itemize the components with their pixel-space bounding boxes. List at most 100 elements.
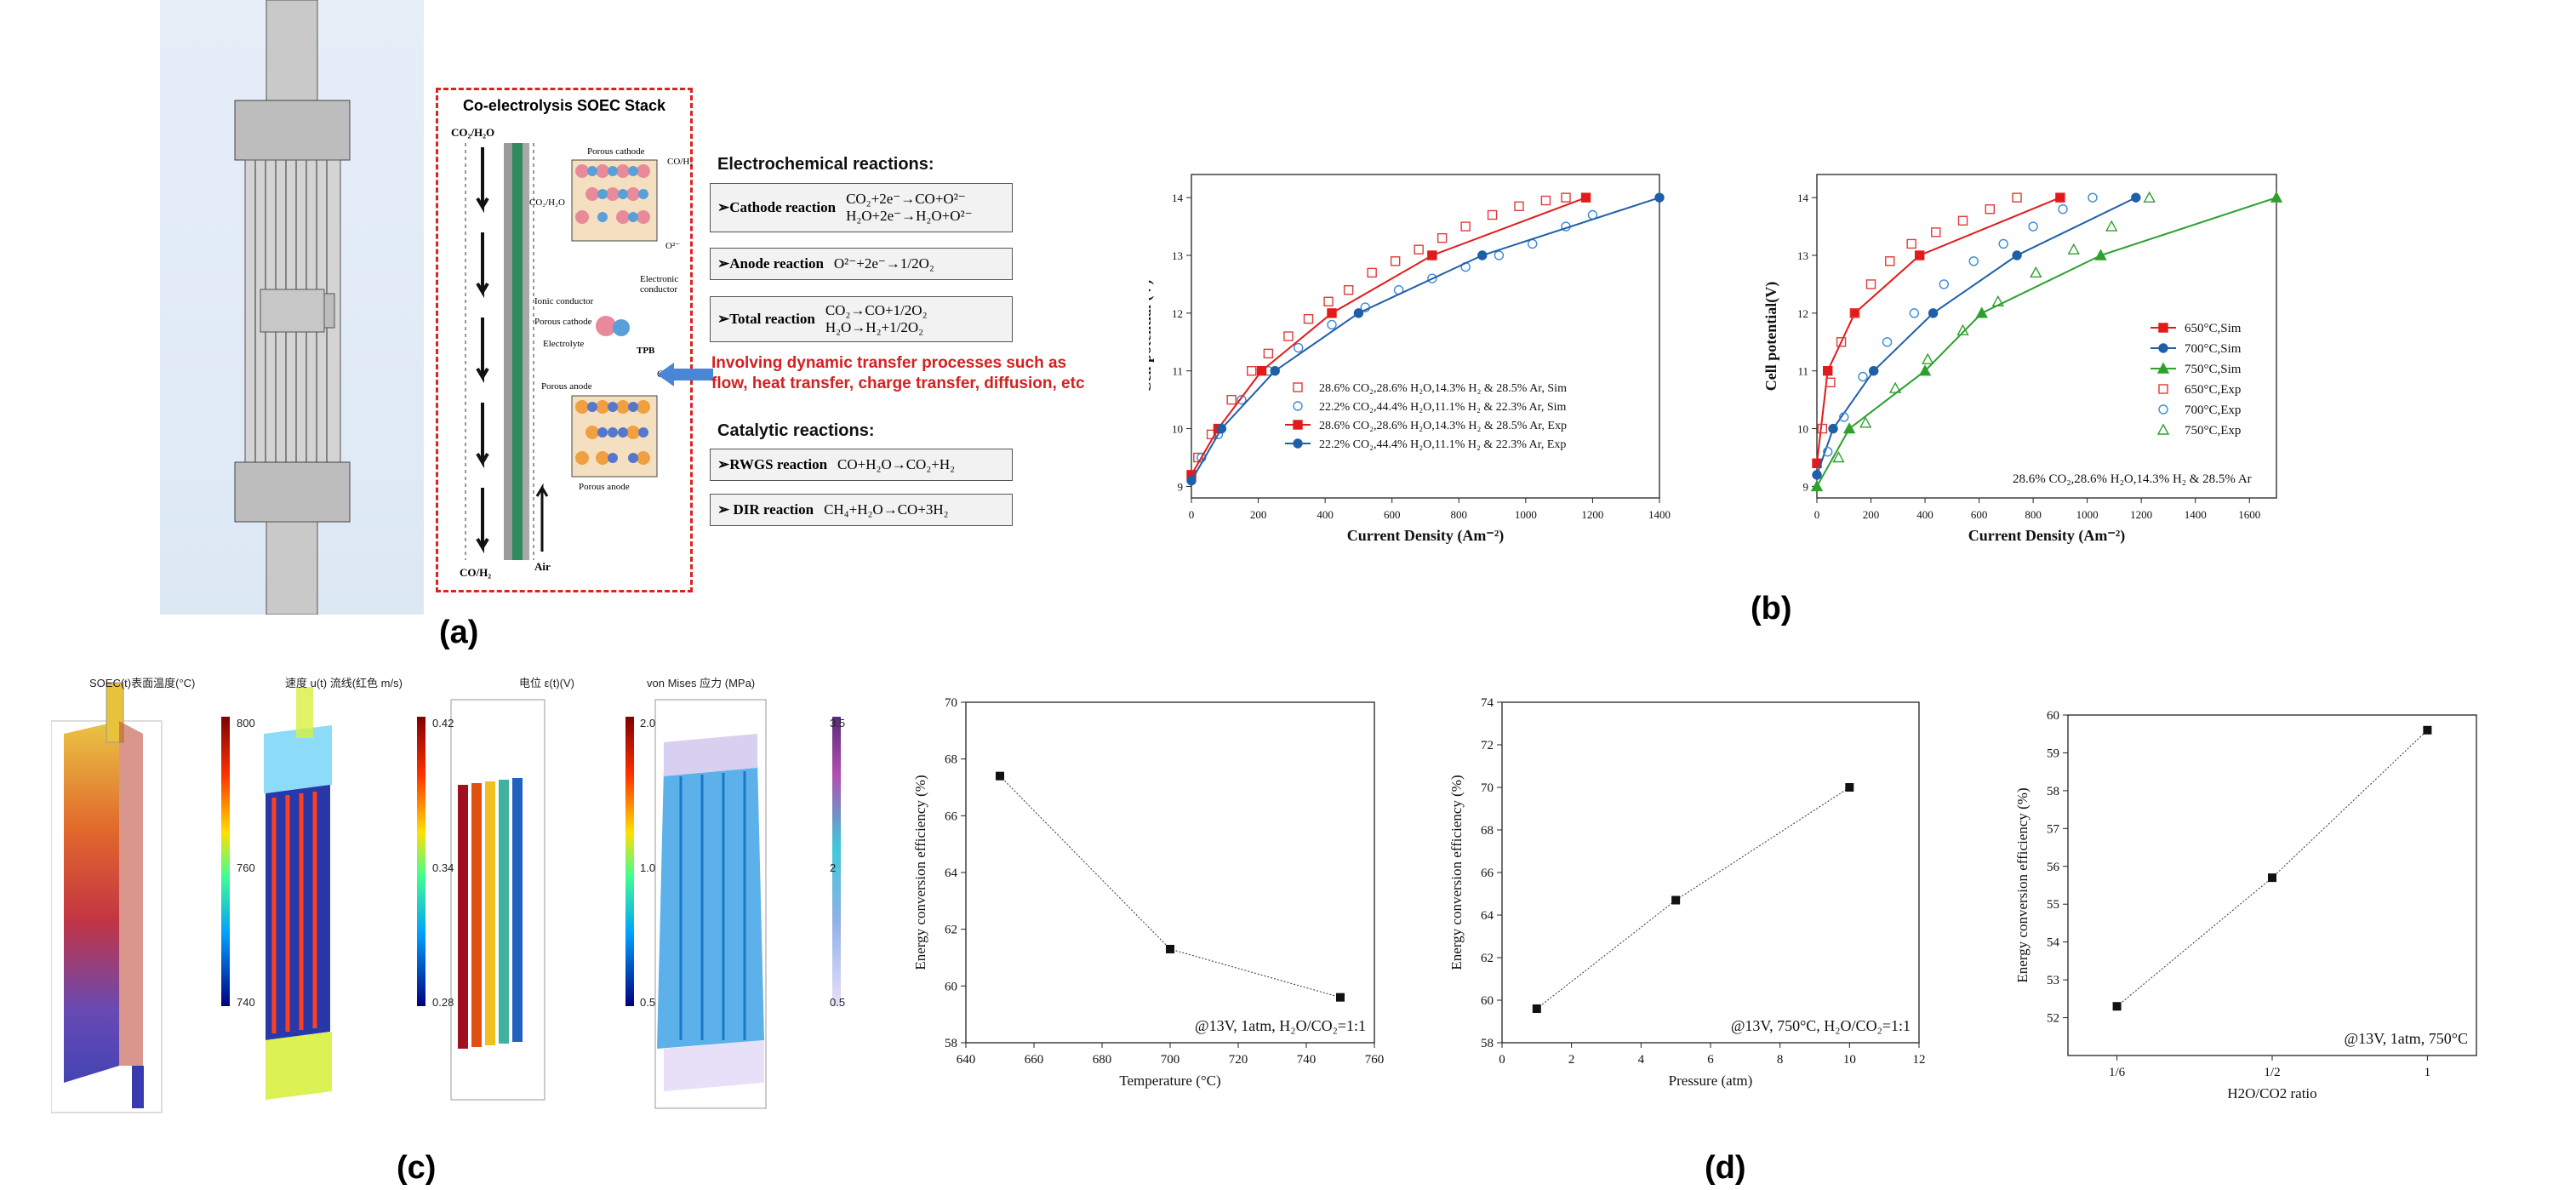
y-tick-label: 55 [2047,898,2059,912]
x-tick-label: 720 [1229,1053,1248,1067]
series-3 [1186,192,1665,486]
legend-marker [1293,382,1303,392]
colorbar-1-mid: 760 [237,861,255,874]
chart-annotation: @13V, 750°C, H₂O/CO₂=1:1 [1731,1017,1911,1034]
data-point [1817,423,1828,434]
colorbar-3-mid: 1.0 [640,861,656,874]
x-axis-label: Current Density (Am⁻²) [1347,527,1505,545]
outlet-label: CO/H₂ [460,566,492,579]
y-tick-label: 12 [1797,307,1808,320]
data-point [1882,337,1893,347]
y-tick-label: 58 [945,1037,957,1050]
data-point [1991,295,2005,306]
data-point [1957,215,1968,226]
data-point [1216,423,1227,434]
legend-label: 700°C,Exp [2185,403,2241,417]
data-point [1975,306,1988,318]
total-eq2: H₂O→H₂+1/2O₂ [825,319,924,335]
data-point [1327,319,1337,330]
data-point [1998,238,2008,249]
colorbar-4-min: 0.5 [830,996,846,1009]
data-point [2105,220,2118,232]
co2-h2o-label: CO₂/H₂O [529,197,565,208]
x-tick-label: 10 [1843,1053,1856,1067]
y-tick-label: 12 [1172,307,1183,320]
x-tick-label: 1600 [2238,508,2260,521]
series-3 [1817,192,2022,434]
data-point [1812,470,1822,480]
data-point [1327,308,1337,318]
y-tick-label: 10 [1172,423,1183,436]
y-tick-label: 74 [1481,696,1494,710]
data-point [1968,256,1979,266]
data-point [1367,267,1377,278]
legend-marker [2158,323,2168,333]
data-point [2131,192,2141,203]
y-tick-label: 13 [1172,249,1183,262]
y-axis-label: Energy conversion efficiency (%) [1448,775,1465,970]
x-tick-label: 0 [1189,508,1195,521]
polarization-chart-composition: 0 200 400 600 800 1000 1200 1400 9 10 11 12 13 14 Curr… [1149,174,1671,545]
y-tick-label: 60 [945,980,957,993]
legend-marker [1293,420,1303,430]
colorbar-3-max: 2.0 [640,717,656,729]
y-tick-label: 56 [2047,861,2060,874]
data-point [1654,192,1665,203]
x-tick-label: 640 [957,1053,976,1067]
x-tick-label: 1/2 [2264,1066,2280,1079]
data-point [1353,308,1364,318]
dir-reaction-label: ➢ DIR reaction [717,501,814,518]
panel-label-a: (a) [439,615,479,650]
legend-label: 22.2% CO₂,44.4% H₂O,11.1% H₂ & 22.3% Ar,… [1319,401,1567,414]
data-point [1427,250,1437,260]
series-0 [1812,192,2065,468]
total-eq1: CO₂→CO+1/2O₂ [825,302,928,318]
data-point [1885,256,1895,266]
data-point [1514,201,1524,212]
data-point [1839,412,1849,422]
y-tick-label: 9 [1803,480,1809,493]
data-point [1256,366,1267,376]
data-point [1985,204,1995,215]
y-tick-label: 60 [1481,994,1494,1008]
data-point [2067,243,2080,255]
data-point [1828,423,1838,434]
rwgs-reaction-box: ➢RWGS reaction CO+H₂O→CO₂+H₂ [710,449,1013,481]
x-tick-label: 800 [1451,508,1468,521]
colorbar-1-min: 740 [237,996,255,1009]
y-tick-label: 58 [1481,1037,1494,1050]
porous-cathode-2-label: Porous cathode [534,317,592,327]
y-tick-label: 59 [2047,747,2059,760]
anode-eq: O²⁻+2e⁻→1/2O₂ [833,255,934,272]
sim-title-temperature: SOEC(t)表面温度(°C) [89,677,196,689]
y-tick-label: 10 [1797,423,1808,436]
data-point [1859,416,1872,428]
x-tick-label: 6 [1707,1053,1714,1067]
chart-annotation: @13V, 1atm, H₂O/CO₂=1:1 [1195,1017,1366,1034]
series-line [1191,197,1660,482]
sim-title-stress: von Mises 应力 (MPa) [647,677,756,689]
x-tick-label: 1/6 [2109,1066,2126,1079]
y-tick-label: 14 [1797,192,1809,204]
data-point [1849,308,1860,318]
data-point [1487,209,1498,220]
x-axis-label: Current Density (Am⁻²) [1968,527,2126,545]
total-reaction-label: ➢Total reaction [717,311,815,327]
plot-frame [965,701,1375,1044]
x-tick-label: 1000 [1515,508,1537,521]
data-point [1888,381,1902,393]
x-tick-label: 600 [1384,508,1401,521]
legend: 28.6% CO₂,28.6% H₂O,14.3% H₂ & 28.5% Ar,… [1285,382,1567,451]
y-tick-label: 11 [1797,365,1808,378]
stack-cad-drawing [234,0,351,615]
y-tick-label: 64 [945,867,958,880]
y-axis-label: Energy conversion efficiency (%) [912,775,928,970]
y-tick-label: 53 [2047,974,2059,987]
data-point [1918,364,1932,376]
data-point [1247,366,1257,376]
cathode-equations: CO₂+2e⁻→CO+O²⁻ H₂O+2e⁻→H₂O+O²⁻ [846,191,973,225]
total-reaction-box: ➢Total reaction CO₂→CO+1/2O₂ H₂O→H₂+1/2O₂ [710,296,1013,342]
data-point [996,771,1004,781]
data-point [2094,249,2107,260]
series-4 [1823,192,2098,457]
